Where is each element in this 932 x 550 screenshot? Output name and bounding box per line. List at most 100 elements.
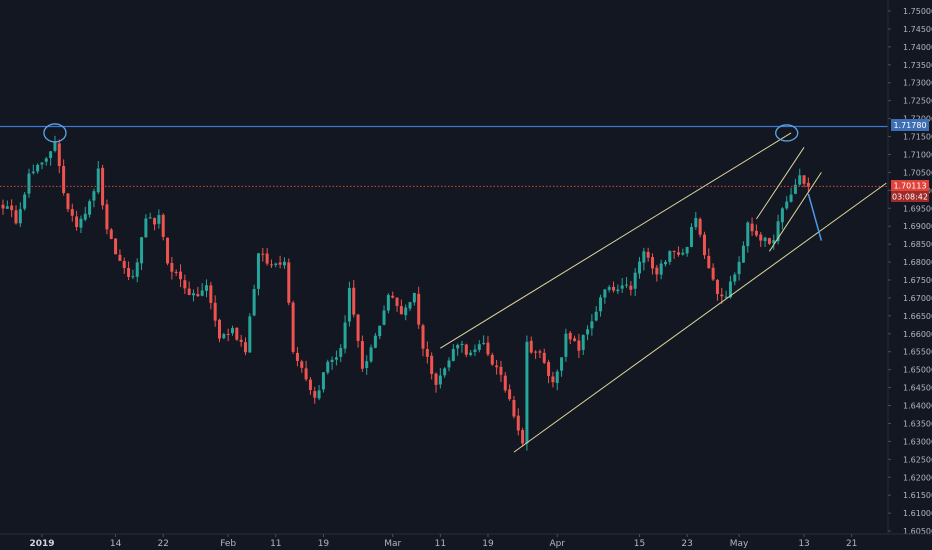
candle (291, 300, 295, 354)
candle (222, 332, 226, 340)
candle (581, 334, 585, 356)
candle (83, 206, 87, 222)
candle (551, 371, 555, 388)
candle (750, 217, 754, 236)
price-tick-label: 1.62000 (903, 473, 932, 482)
candle (88, 199, 92, 218)
candle (642, 247, 646, 271)
candle (534, 350, 538, 360)
candle (676, 246, 680, 257)
top-circle-right[interactable] (775, 124, 799, 142)
price-tick-label: 1.62500 (903, 455, 932, 464)
resistance-price-tag (891, 119, 929, 131)
candle (447, 357, 451, 372)
candle (235, 327, 239, 341)
candle (131, 269, 135, 280)
candle (542, 348, 546, 365)
candle (57, 139, 61, 174)
candle (269, 259, 273, 269)
candle (802, 175, 806, 188)
candle (689, 223, 693, 248)
candle (625, 277, 629, 289)
candle (746, 221, 750, 253)
candle (378, 325, 382, 340)
candle (789, 187, 793, 203)
candle (92, 188, 96, 208)
candle (287, 258, 291, 306)
time-tick-label: 11 (270, 539, 281, 549)
candle (633, 268, 637, 297)
candle (737, 256, 741, 281)
candle (516, 408, 520, 436)
candle (508, 384, 512, 401)
price-tick-label: 1.66500 (903, 312, 932, 321)
candle (495, 359, 499, 375)
candle (599, 294, 603, 317)
candle (179, 264, 183, 288)
candle (733, 272, 737, 286)
candle (339, 344, 343, 363)
top-circle-left[interactable] (43, 123, 67, 143)
candle (564, 328, 568, 362)
candle (672, 250, 676, 259)
candle (469, 349, 473, 357)
price-scale-background (888, 0, 932, 550)
candle (798, 168, 802, 186)
candle (62, 159, 66, 196)
candle (161, 213, 165, 241)
candle (356, 313, 360, 348)
time-tick-label: 23 (681, 539, 692, 549)
candle (711, 263, 715, 282)
candle (525, 335, 529, 451)
wedge-upper-trendline[interactable] (756, 147, 805, 220)
candle (698, 217, 702, 238)
time-tick-label: Feb (220, 539, 236, 549)
candle (170, 256, 174, 280)
price-tick-label: 1.74500 (903, 25, 932, 34)
price-axis[interactable]: 1.75000 1.74500 1.74000 1.73500 1.73000 1.725… (888, 7, 932, 536)
candle (365, 355, 369, 375)
candle (772, 234, 776, 250)
projection-arrow[interactable] (807, 193, 823, 241)
candle (226, 328, 230, 342)
candle (763, 236, 767, 247)
price-tick-label: 1.69000 (903, 222, 932, 231)
candle (334, 350, 338, 366)
candle (399, 299, 403, 315)
candle (555, 369, 559, 391)
candle (594, 306, 598, 322)
candle (586, 325, 590, 341)
candle (140, 236, 144, 271)
candle (196, 286, 200, 298)
channel-upper-trendline[interactable] (440, 132, 792, 349)
candle (118, 249, 122, 262)
candle (144, 214, 148, 238)
candle (438, 368, 442, 389)
candle (75, 210, 79, 231)
candle (313, 386, 317, 404)
candle (754, 224, 758, 238)
candle (96, 161, 100, 195)
channel-lower-trendline[interactable] (513, 182, 887, 453)
candle (638, 256, 642, 279)
candle (79, 215, 83, 234)
price-tags: 1.71780 1.70113 03:08:42 (891, 119, 929, 202)
candle (681, 248, 685, 256)
candle (724, 290, 728, 299)
candle (49, 150, 53, 166)
candle (482, 335, 486, 346)
time-axis[interactable]: 2019 14 22 Feb 11 19 Mar 11 19 Apr 15 23 May 13 21 (29, 534, 857, 549)
wedge-lower-trendline[interactable] (768, 172, 822, 252)
candle (629, 281, 633, 296)
price-tick-label: 1.73000 (903, 79, 932, 88)
last-price-tag (891, 180, 929, 191)
candle (192, 289, 196, 302)
candle (417, 286, 421, 329)
candle (568, 330, 572, 345)
candle (499, 360, 503, 382)
price-tick-label: 1.65000 (903, 366, 932, 375)
candle (663, 259, 667, 267)
candle (330, 356, 334, 370)
